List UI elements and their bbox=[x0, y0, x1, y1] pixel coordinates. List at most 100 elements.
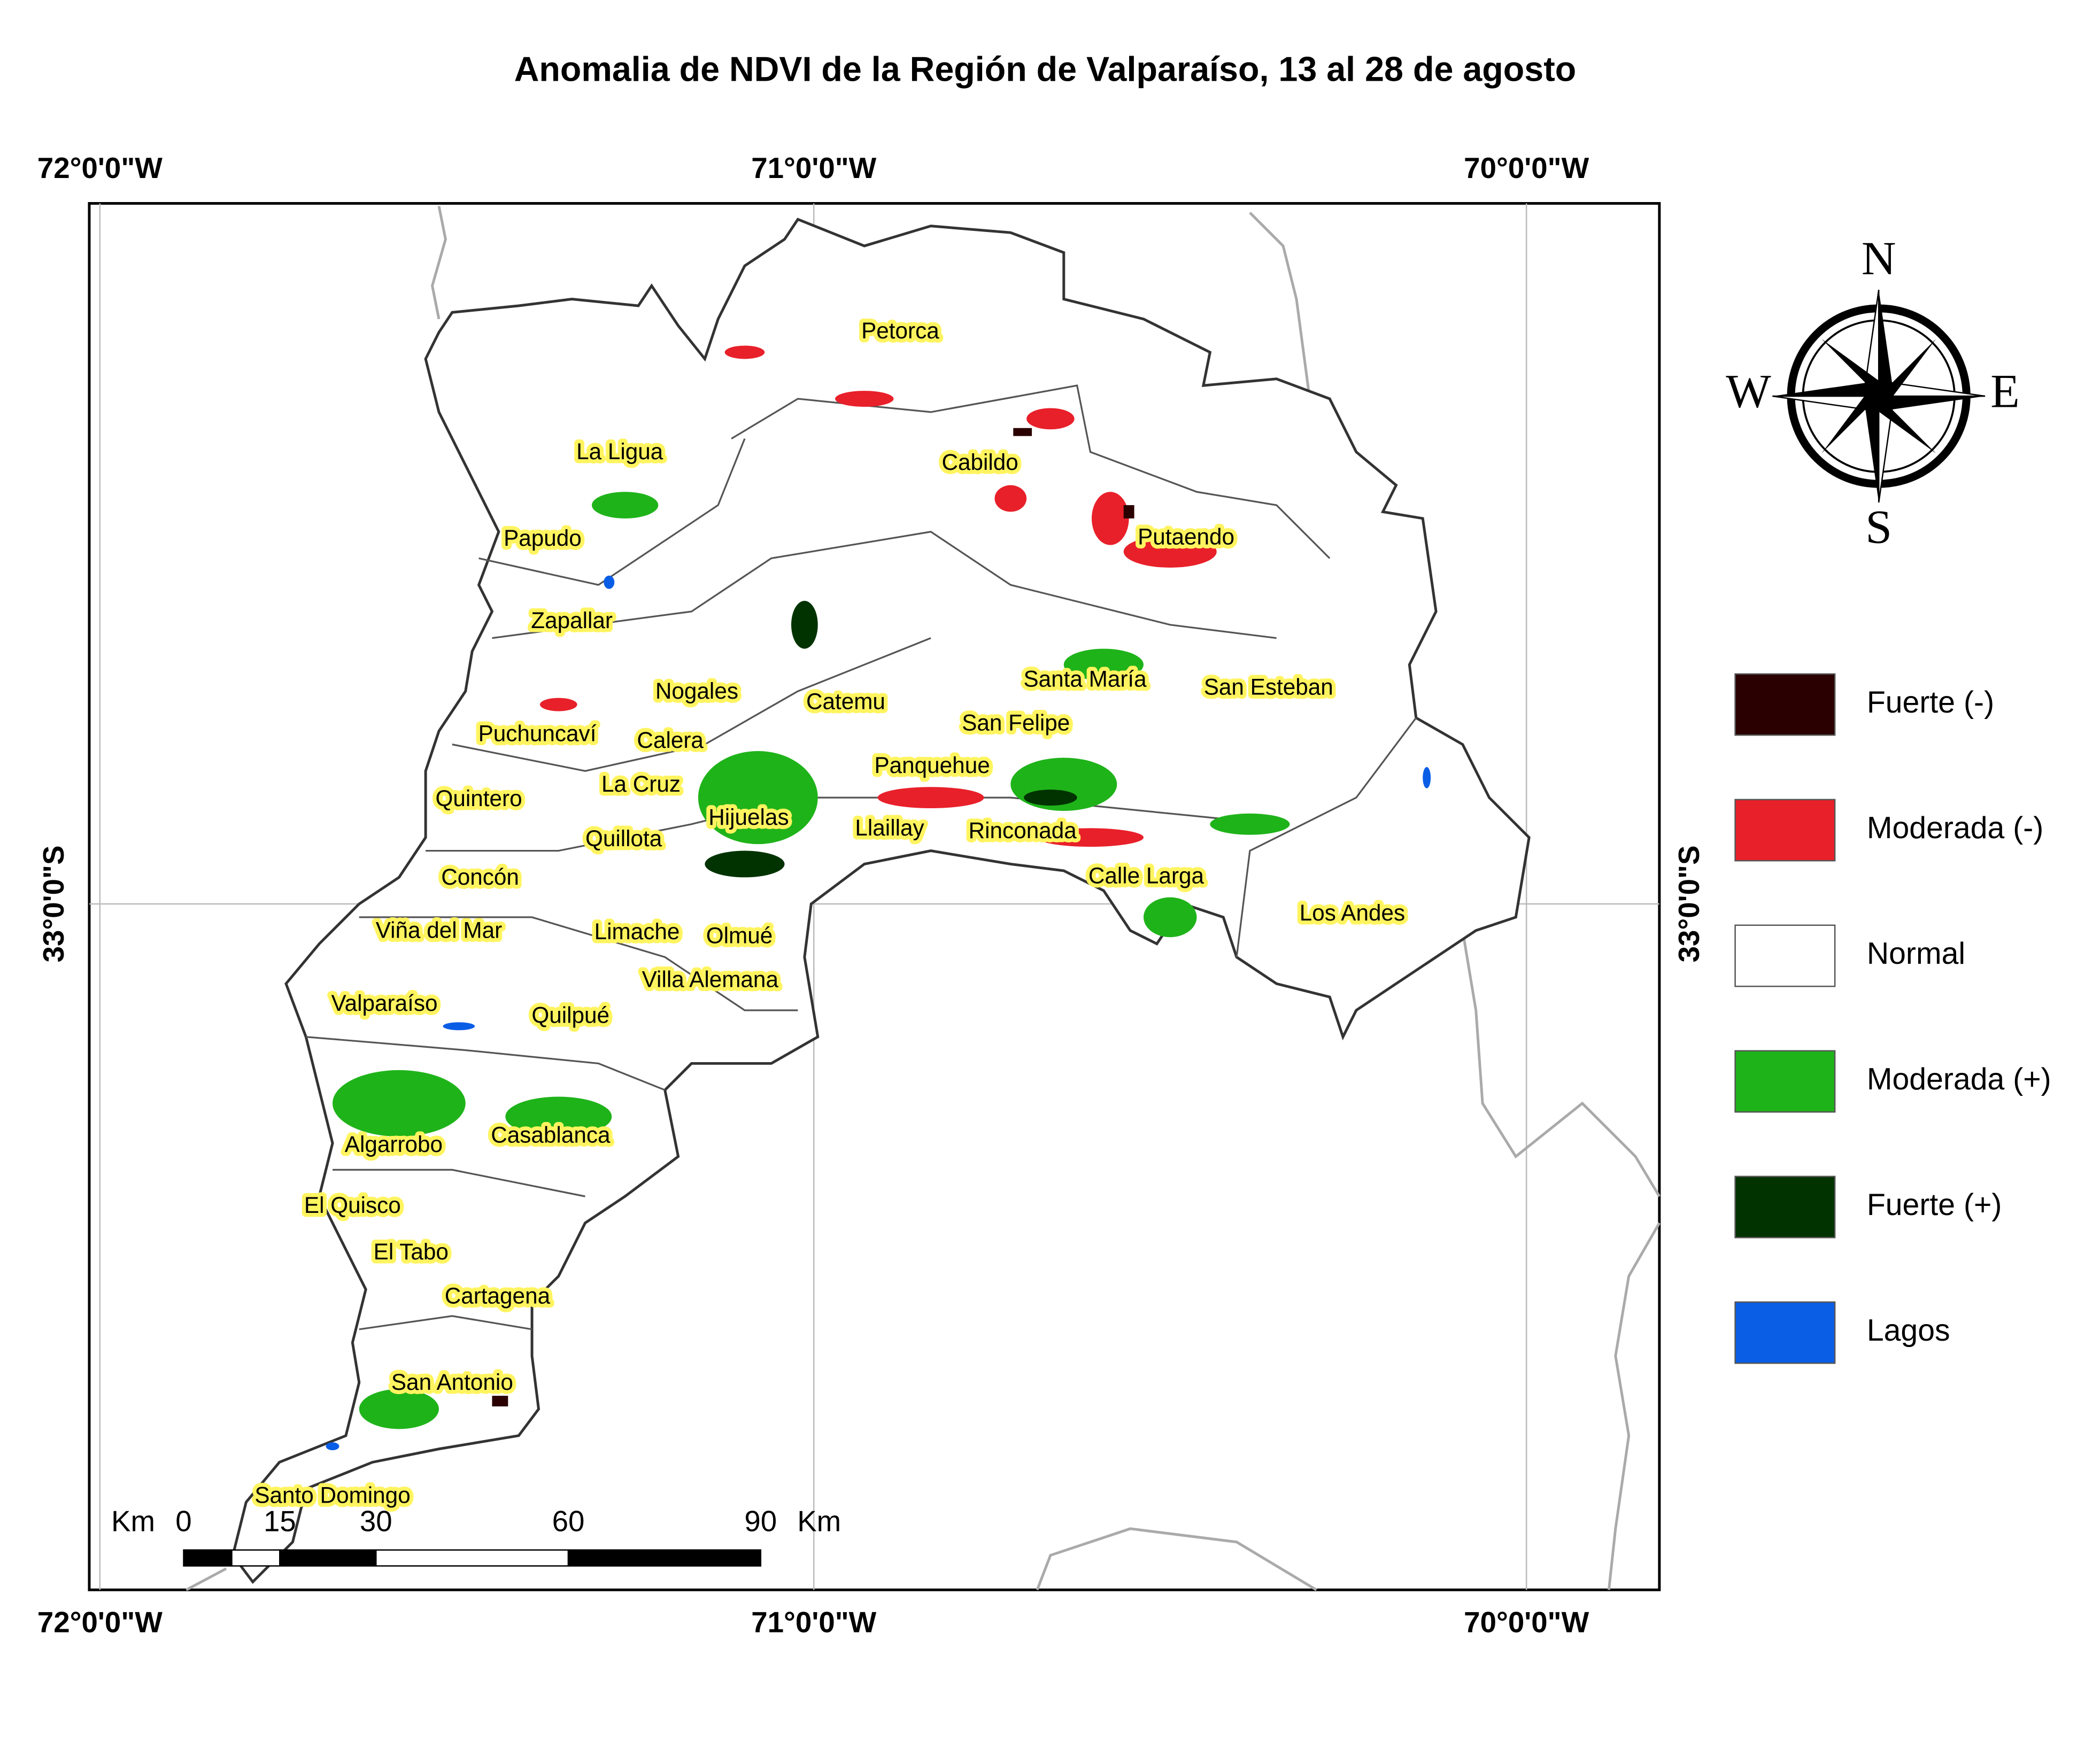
place-label: La Cruz bbox=[601, 771, 681, 796]
place-label: Cartagena bbox=[445, 1283, 551, 1308]
scale-tick-label: 30 bbox=[360, 1504, 392, 1537]
place-label: Concón bbox=[441, 864, 519, 889]
scale-tick-label: 15 bbox=[264, 1504, 296, 1537]
lake bbox=[1423, 767, 1431, 788]
place-label: La Ligua bbox=[576, 439, 663, 464]
compass-point bbox=[1879, 339, 1936, 403]
legend-label: Fuerte (-) bbox=[1867, 685, 1994, 719]
scale-segment bbox=[231, 1549, 281, 1567]
map-title: Anomalia de NDVI de la Región de Valpara… bbox=[514, 49, 1577, 88]
patch bbox=[492, 1396, 508, 1407]
legend-swatch bbox=[1734, 1301, 1836, 1364]
moderate-positive bbox=[333, 492, 1290, 1429]
border bbox=[1461, 930, 1661, 1197]
anomaly-patches bbox=[326, 345, 1431, 1451]
compass-point bbox=[1772, 383, 1879, 397]
place-label: Valparaíso bbox=[331, 991, 438, 1016]
patch bbox=[1013, 428, 1032, 436]
scale-tick-label: 90 bbox=[744, 1504, 777, 1537]
place-label: Calle Larga bbox=[1088, 863, 1204, 888]
patch bbox=[1026, 408, 1075, 430]
compass-rose: N S W E bbox=[1726, 232, 2020, 553]
place-label: San Antonio bbox=[391, 1370, 513, 1395]
strong-negative bbox=[492, 428, 1134, 1407]
legend-label: Lagos bbox=[1867, 1313, 1950, 1348]
border bbox=[359, 1315, 532, 1330]
place-label: Quintero bbox=[436, 786, 522, 811]
patch bbox=[333, 1070, 466, 1137]
patch bbox=[877, 787, 984, 808]
place-label: Puchuncaví bbox=[478, 721, 597, 746]
compass-south: S bbox=[1865, 500, 1892, 553]
scale-segment bbox=[279, 1549, 377, 1567]
place-label: Panquehue bbox=[874, 753, 990, 778]
scale-segment bbox=[183, 1549, 233, 1567]
patch bbox=[1092, 492, 1129, 545]
border bbox=[359, 916, 798, 1011]
longitude-label: 72°0'0"W bbox=[37, 1605, 163, 1638]
scale-tick-label: 0 bbox=[175, 1504, 191, 1537]
compass-point bbox=[1879, 290, 1893, 397]
place-label: Santa María bbox=[1023, 666, 1147, 691]
patch bbox=[994, 485, 1027, 512]
scale-unit: Km bbox=[111, 1504, 155, 1537]
latitude-label: 33°0'0"S bbox=[1672, 846, 1705, 963]
lakes bbox=[326, 575, 1431, 1451]
legend-label: Moderada (+) bbox=[1867, 1062, 2051, 1096]
place-label: Putaendo bbox=[1138, 524, 1234, 549]
latitude-label: 33°0'0"S bbox=[37, 846, 70, 963]
longitude-label: 70°0'0"W bbox=[1464, 151, 1589, 184]
strong-positive bbox=[705, 601, 1077, 878]
place-label: Quilpué bbox=[531, 1003, 609, 1028]
patch bbox=[1037, 828, 1144, 847]
scale-bar: 0 15 30 60 90 Km Km bbox=[111, 1504, 841, 1567]
border bbox=[186, 1567, 227, 1591]
patch bbox=[698, 751, 818, 845]
legend-swatch bbox=[1734, 1050, 1836, 1113]
legend-label: Normal bbox=[1867, 937, 1965, 971]
place-label: Algarrobo bbox=[345, 1132, 443, 1157]
legend-swatch bbox=[1734, 673, 1836, 736]
patch bbox=[705, 850, 785, 878]
neighbor-borders bbox=[186, 205, 1661, 1591]
longitude-label: 70°0'0"W bbox=[1464, 1605, 1589, 1638]
patch bbox=[591, 492, 659, 519]
legend-label: Fuerte (+) bbox=[1867, 1188, 2002, 1222]
border bbox=[452, 637, 931, 772]
scale-segment bbox=[567, 1549, 762, 1567]
place-label: San Felipe bbox=[962, 710, 1070, 735]
place-label: Viña del Mar bbox=[376, 917, 503, 942]
border bbox=[1607, 1222, 1661, 1590]
compass-north: N bbox=[1862, 232, 1896, 285]
patch bbox=[1063, 648, 1144, 681]
compass-point bbox=[1879, 396, 1986, 409]
legend-swatch bbox=[1734, 924, 1836, 987]
patch bbox=[724, 345, 765, 359]
lake bbox=[604, 575, 615, 589]
legend: Fuerte (-) Moderada (-) Normal Moderada (+)… bbox=[1734, 673, 2051, 1364]
patch bbox=[1123, 536, 1217, 568]
patch bbox=[1143, 897, 1197, 938]
compass-point bbox=[1872, 396, 1936, 454]
longitude-label: 72°0'0"W bbox=[37, 151, 163, 184]
place-label: Casablanca bbox=[491, 1122, 611, 1147]
place-label: Villa Alemana bbox=[642, 966, 779, 992]
patch bbox=[791, 601, 818, 649]
place-label: Llaillay bbox=[855, 815, 924, 840]
patch bbox=[359, 1389, 439, 1429]
border bbox=[1249, 212, 1311, 399]
border bbox=[492, 531, 1277, 639]
compass-point bbox=[1865, 396, 1879, 503]
border bbox=[731, 384, 1331, 559]
place-label: Olmué bbox=[706, 923, 773, 948]
lake bbox=[326, 1442, 339, 1451]
scale-segment bbox=[375, 1549, 569, 1567]
place-label: San Esteban bbox=[1204, 674, 1333, 699]
border bbox=[306, 1036, 666, 1091]
place-label: Quillota bbox=[585, 826, 662, 851]
place-label: Petorca bbox=[861, 318, 939, 343]
place-label: Los Andes bbox=[1300, 900, 1405, 925]
compass-west: W bbox=[1726, 365, 1771, 418]
border bbox=[1235, 717, 1417, 957]
